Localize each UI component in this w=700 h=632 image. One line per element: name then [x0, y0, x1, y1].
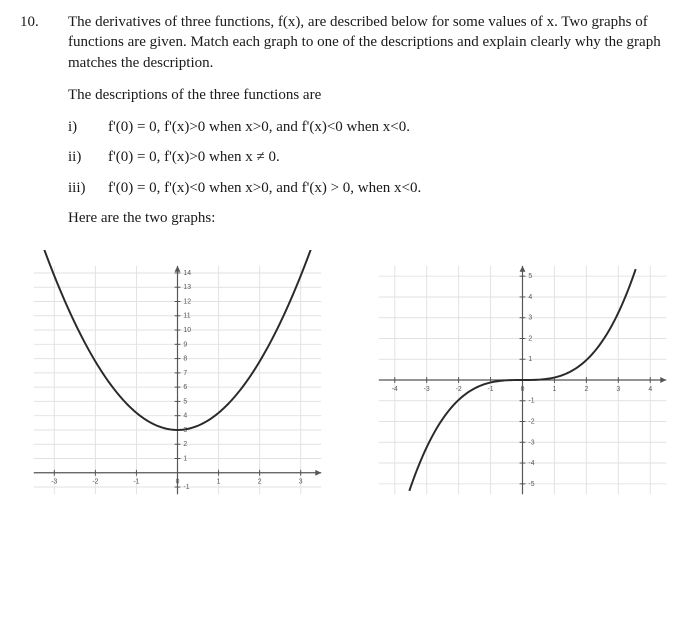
problem-block: 10. The derivatives of three functions, … [20, 12, 680, 240]
svg-text:-4: -4 [528, 460, 534, 467]
svg-text:14: 14 [183, 270, 191, 277]
item-label: ii) [68, 147, 108, 167]
item-text: f'(0) = 0, f'(x)<0 when x>0, and f'(x) >… [108, 178, 680, 198]
svg-text:-2: -2 [456, 386, 462, 393]
descriptions-lead-in: The descriptions of the three functions … [68, 85, 680, 105]
svg-text:2: 2 [258, 479, 262, 486]
right-graph: -4-3-2-101234-5-4-3-2-112345 [365, 250, 680, 510]
svg-text:4: 4 [648, 386, 652, 393]
svg-text:2: 2 [528, 335, 532, 342]
svg-text:2: 2 [183, 441, 187, 448]
item-text: f'(0) = 0, f'(x)>0 when x ≠ 0. [108, 147, 680, 167]
problem-content: The derivatives of three functions, f(x)… [68, 12, 680, 240]
svg-text:-1: -1 [528, 398, 534, 405]
item-row: ii)f'(0) = 0, f'(x)>0 when x ≠ 0. [68, 147, 680, 167]
graphs-intro: Here are the two graphs: [68, 208, 680, 228]
item-text: f'(0) = 0, f'(x)>0 when x>0, and f'(x)<0… [108, 117, 680, 137]
svg-text:1: 1 [528, 356, 532, 363]
svg-text:-1: -1 [133, 479, 139, 486]
svg-text:7: 7 [183, 370, 187, 377]
svg-text:5: 5 [183, 398, 187, 405]
svg-text:0: 0 [176, 479, 180, 486]
svg-text:10: 10 [183, 327, 191, 334]
svg-text:-1: -1 [488, 386, 494, 393]
svg-text:3: 3 [616, 386, 620, 393]
svg-text:12: 12 [183, 298, 191, 305]
item-row: iii)f'(0) = 0, f'(x)<0 when x>0, and f'(… [68, 178, 680, 198]
item-label: i) [68, 117, 108, 137]
svg-text:-3: -3 [528, 439, 534, 446]
svg-text:1: 1 [217, 479, 221, 486]
svg-text:3: 3 [299, 479, 303, 486]
svg-text:-2: -2 [92, 479, 98, 486]
svg-text:0: 0 [521, 386, 525, 393]
svg-text:-2: -2 [528, 418, 534, 425]
svg-text:13: 13 [183, 284, 191, 291]
graphs-row: -3-2-10123-11234567891011121314 -4-3-2-1… [20, 250, 680, 510]
svg-text:4: 4 [183, 413, 187, 420]
svg-text:5: 5 [528, 273, 532, 280]
svg-text:4: 4 [528, 294, 532, 301]
item-label: iii) [68, 178, 108, 198]
problem-prompt: The derivatives of three functions, f(x)… [68, 12, 680, 73]
item-row: i)f'(0) = 0, f'(x)>0 when x>0, and f'(x)… [68, 117, 680, 137]
svg-text:1: 1 [183, 455, 187, 462]
svg-text:-5: -5 [528, 481, 534, 488]
items-list: i)f'(0) = 0, f'(x)>0 when x>0, and f'(x)… [68, 117, 680, 198]
svg-text:-3: -3 [51, 479, 57, 486]
svg-text:-3: -3 [424, 386, 430, 393]
svg-text:11: 11 [183, 313, 190, 320]
left-graph: -3-2-10123-11234567891011121314 [20, 250, 335, 510]
svg-text:3: 3 [528, 315, 532, 322]
svg-text:8: 8 [183, 356, 187, 363]
svg-text:9: 9 [183, 341, 187, 348]
svg-text:6: 6 [183, 384, 187, 391]
svg-text:1: 1 [553, 386, 557, 393]
problem-number: 10. [20, 12, 50, 240]
svg-text:-1: -1 [183, 484, 189, 491]
svg-text:-4: -4 [392, 386, 398, 393]
svg-text:2: 2 [584, 386, 588, 393]
